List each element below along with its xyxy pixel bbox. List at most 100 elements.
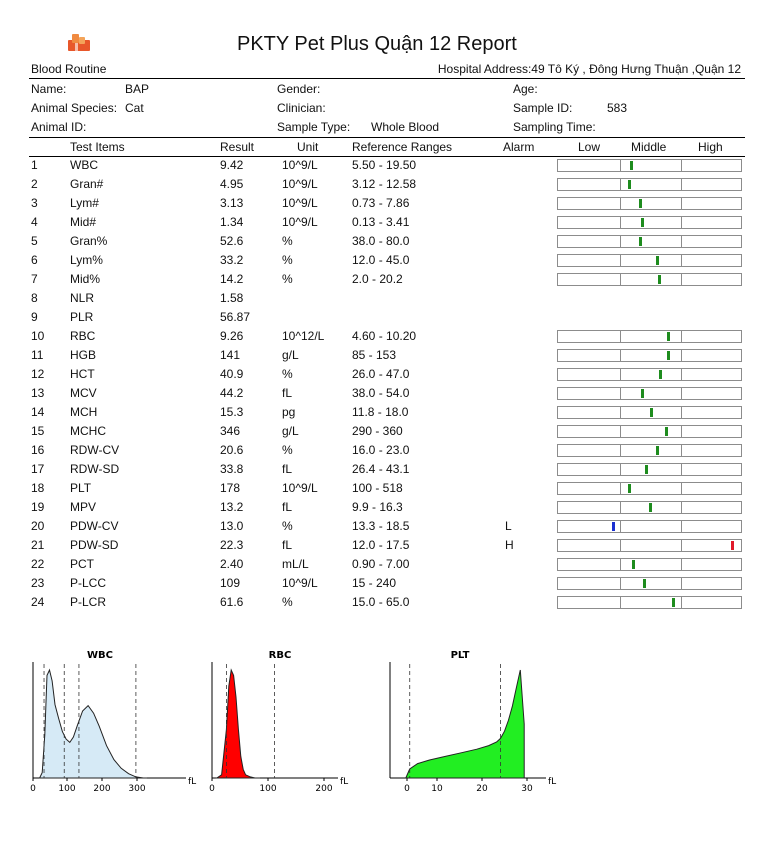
result-value: 9.26 — [220, 329, 244, 343]
range-gauge — [557, 159, 742, 172]
result-value: 13.0 — [220, 519, 244, 533]
result-value: 33.8 — [220, 462, 244, 476]
unit: pg — [282, 405, 296, 419]
row-number: 18 — [31, 481, 45, 495]
reference-range: 15.0 - 65.0 — [352, 595, 410, 609]
gauge-marker — [649, 503, 652, 512]
result-value: 1.58 — [220, 291, 244, 305]
range-gauge — [557, 406, 742, 419]
divider-table — [29, 137, 745, 138]
result-value: 178 — [220, 481, 241, 495]
reference-range: 12.0 - 17.5 — [352, 538, 410, 552]
gauge-marker — [641, 218, 644, 227]
sample-id-label: Sample ID: — [513, 101, 573, 115]
result-value: 56.87 — [220, 310, 251, 324]
gauge-divider — [620, 198, 621, 209]
report-title: PKTY Pet Plus Quận 12 Report — [237, 33, 517, 55]
x-tick-label: 200 — [93, 784, 110, 794]
divider-table-header — [29, 156, 745, 157]
distribution-curve — [215, 668, 260, 779]
reference-range: 0.90 - 7.00 — [352, 557, 410, 571]
row-number: 16 — [31, 443, 45, 457]
gauge-marker — [665, 427, 668, 436]
row-number: 5 — [31, 234, 38, 248]
gauge-divider — [620, 255, 621, 266]
result-value: 22.3 — [220, 538, 244, 552]
reference-range: 38.0 - 54.0 — [352, 386, 410, 400]
test-item: MPV — [70, 500, 97, 514]
gauge-marker — [612, 522, 615, 531]
row-number: 17 — [31, 462, 45, 476]
range-gauge — [557, 520, 742, 533]
row-number: 15 — [31, 424, 45, 438]
reference-range: 3.12 - 12.58 — [352, 177, 417, 191]
result-value: 2.40 — [220, 557, 244, 571]
gauge-marker — [639, 237, 642, 246]
row-number: 12 — [31, 367, 45, 381]
reference-range: 16.0 - 23.0 — [352, 443, 410, 457]
gauge-divider — [681, 407, 682, 418]
histogram-rbc: RBC 0 100 200 fL — [209, 650, 348, 794]
x-axis-unit: fL — [548, 777, 556, 787]
gauge-divider — [620, 578, 621, 589]
range-gauge — [557, 425, 742, 438]
reference-range: 13.3 - 18.5 — [352, 519, 410, 533]
unit: 10^9/L — [282, 158, 318, 172]
unit: % — [282, 272, 293, 286]
x-axis-unit: fL — [188, 777, 196, 787]
unit: fL — [282, 462, 293, 476]
test-item: Gran# — [70, 177, 104, 191]
gauge-divider — [681, 369, 682, 380]
test-item: HCT — [70, 367, 95, 381]
reference-range: 0.73 - 7.86 — [352, 196, 410, 210]
gauge-divider — [681, 274, 682, 285]
row-number: 8 — [31, 291, 38, 305]
name-value: BAP — [125, 82, 150, 96]
reference-range: 2.0 - 20.2 — [352, 272, 403, 286]
gauge-divider — [681, 217, 682, 228]
gauge-marker — [658, 275, 661, 284]
gauge-divider — [620, 540, 621, 551]
gauge-marker — [667, 351, 670, 360]
gauge-divider — [620, 502, 621, 513]
result-value: 20.6 — [220, 443, 244, 457]
species-value: Cat — [125, 101, 144, 115]
result-value: 346 — [220, 424, 241, 438]
unit: % — [282, 595, 293, 609]
gauge-divider — [620, 464, 621, 475]
x-tick-label: 30 — [521, 784, 533, 794]
gauge-divider — [620, 217, 621, 228]
test-item: HGB — [70, 348, 97, 362]
result-value: 1.34 — [220, 215, 244, 229]
gender-label: Gender: — [277, 82, 321, 96]
result-value: 61.6 — [220, 595, 244, 609]
gauge-divider — [620, 236, 621, 247]
x-tick-label: 100 — [58, 784, 75, 794]
test-item: MCHC — [70, 424, 106, 438]
unit: % — [282, 443, 293, 457]
gauge-marker — [731, 541, 734, 550]
sampling-time-label: Sampling Time: — [513, 120, 596, 134]
test-item: PLT — [70, 481, 92, 495]
row-number: 3 — [31, 196, 38, 210]
hospital-address: Hospital Address:49 Tô Ký , Đông Hưng Th… — [437, 62, 741, 76]
age-label: Age: — [513, 82, 538, 96]
range-gauge — [557, 596, 742, 609]
gauge-marker — [659, 370, 662, 379]
histogram-plt: PLT 0 10 20 30 fL — [389, 650, 556, 794]
sample-id-value: 583 — [607, 101, 628, 115]
gauge-divider — [681, 198, 682, 209]
result-value: 14.2 — [220, 272, 244, 286]
animal-id-label: Animal ID: — [31, 120, 87, 134]
gauge-marker — [641, 389, 644, 398]
gauge-divider — [681, 597, 682, 608]
range-gauge — [557, 539, 742, 552]
distribution-curve — [38, 668, 147, 779]
gauge-divider — [620, 407, 621, 418]
col-header-high: High — [698, 140, 723, 154]
gauge-divider — [681, 160, 682, 171]
unit: 10^9/L — [282, 177, 318, 191]
gauge-divider — [681, 464, 682, 475]
alarm-flag: L — [505, 519, 512, 533]
result-value: 33.2 — [220, 253, 244, 267]
